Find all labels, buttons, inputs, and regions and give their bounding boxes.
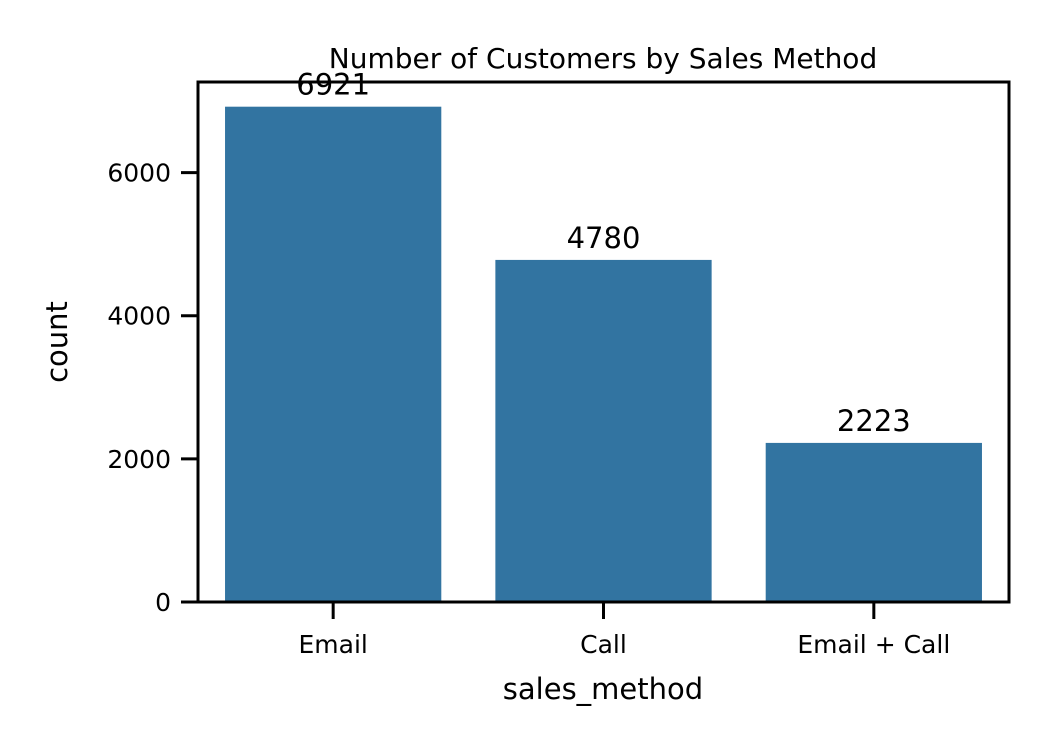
x-tick-label: Call bbox=[580, 630, 627, 659]
y-tick-label: 0 bbox=[155, 588, 171, 617]
y-tick-label: 2000 bbox=[107, 445, 171, 474]
y-tick-label: 4000 bbox=[107, 302, 171, 331]
bar bbox=[765, 442, 982, 602]
bar-value-label: 4780 bbox=[567, 221, 641, 255]
x-axis-label: sales_method bbox=[503, 672, 703, 706]
bar-labels-layer: 6921 4780 2223 bbox=[296, 68, 910, 438]
x-tick-label: Email bbox=[298, 630, 367, 659]
y-axis-label: count bbox=[40, 301, 74, 383]
bar bbox=[225, 106, 442, 602]
x-tick-label: Email + Call bbox=[797, 630, 950, 659]
x-axis: Email Call Email + Call bbox=[298, 602, 950, 659]
y-tick-label: 6000 bbox=[107, 159, 171, 188]
y-axis: 0 2000 4000 6000 bbox=[107, 159, 198, 617]
bar-value-label: 2223 bbox=[837, 404, 911, 438]
bars-layer bbox=[225, 106, 982, 602]
bar bbox=[495, 259, 712, 602]
bar-value-label: 6921 bbox=[296, 68, 370, 102]
chart-title: Number of Customers by Sales Method bbox=[329, 42, 877, 75]
